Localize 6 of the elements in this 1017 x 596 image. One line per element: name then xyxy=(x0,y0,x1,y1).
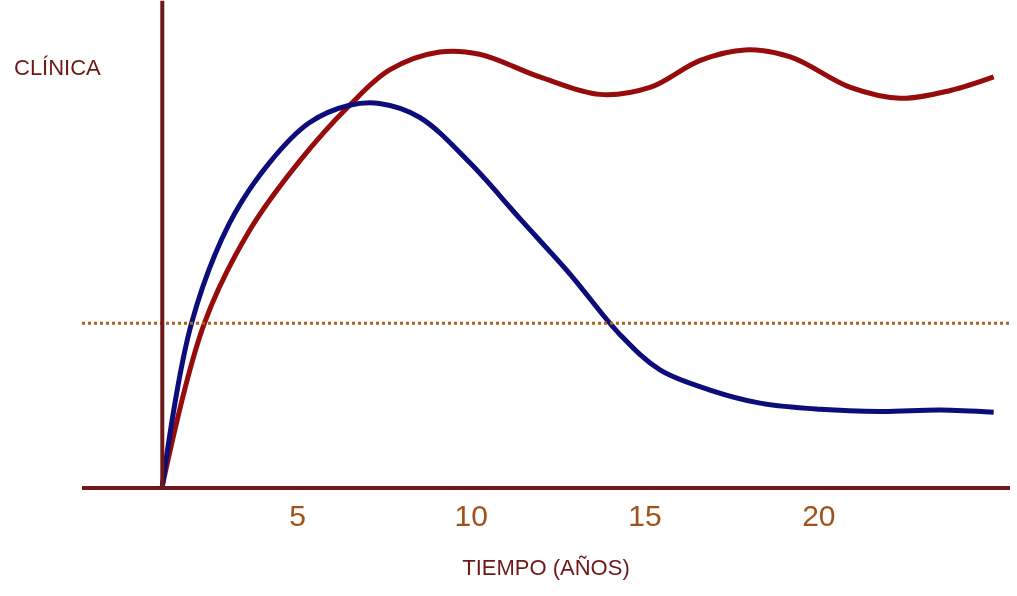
x-tick-label: 15 xyxy=(628,499,662,532)
x-tick-label: 10 xyxy=(454,499,488,532)
x-tick-label: 20 xyxy=(802,499,836,532)
x-tick-label: 5 xyxy=(289,499,306,532)
x-axis-title: TIEMPO (AÑOS) xyxy=(462,555,630,581)
y-axis-title: CLÍNICA xyxy=(14,55,102,80)
